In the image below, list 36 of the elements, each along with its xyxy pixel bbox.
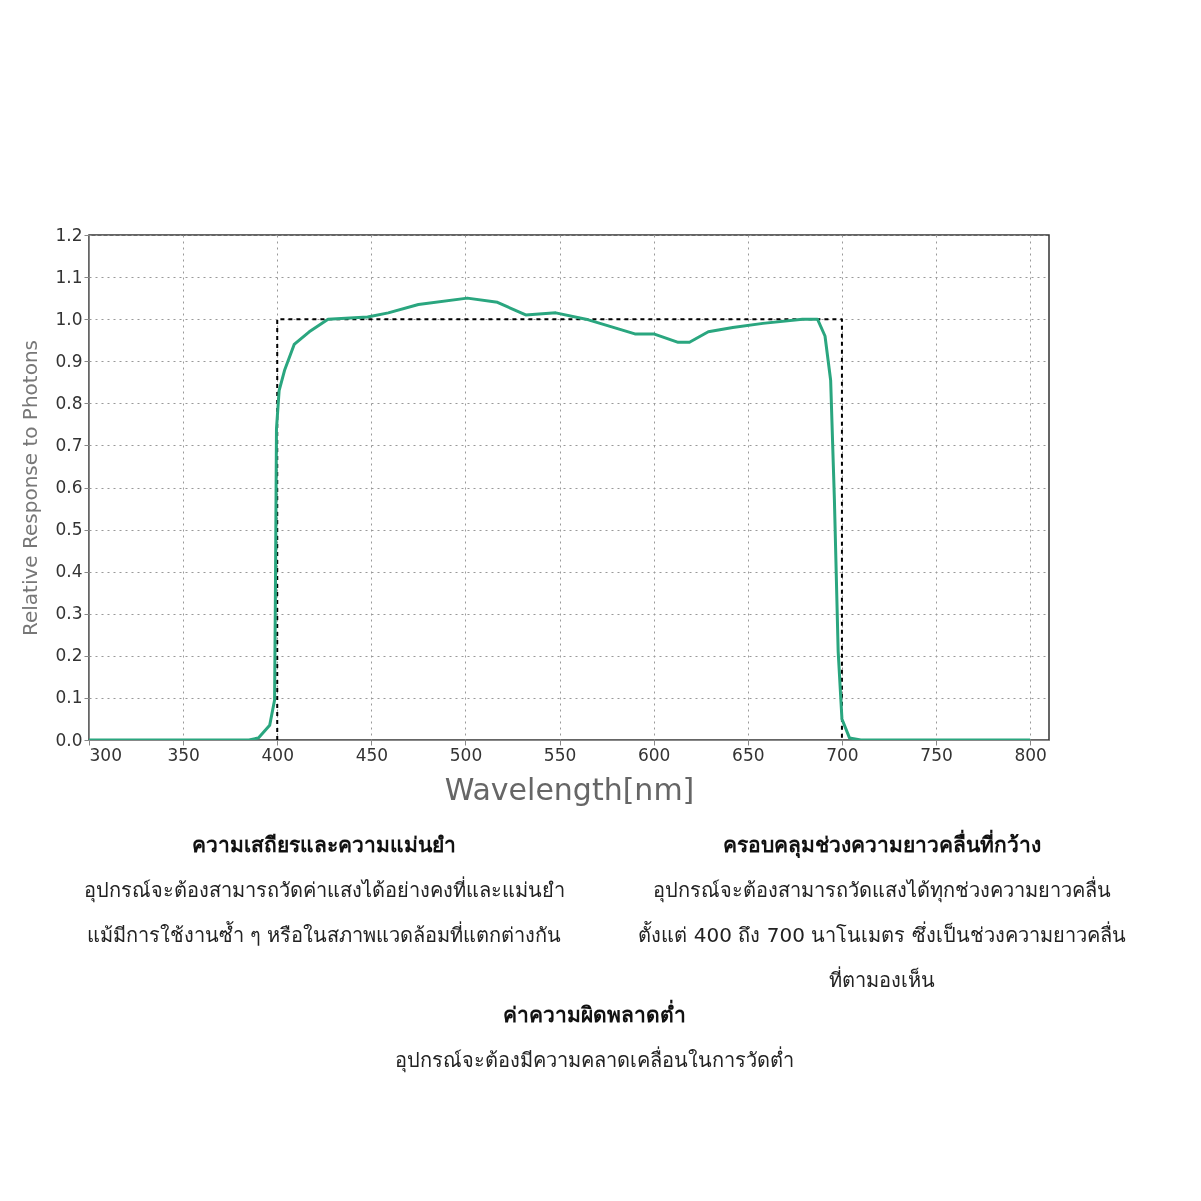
y-tick-label: 0.5 — [55, 519, 83, 540]
y-tick-label: 1.2 — [55, 224, 83, 245]
x-tick-label: 400 — [261, 744, 294, 765]
text: ตั้งแต่ 400 ถึง 700 นาโนเมตร ซึ่งเป็นช่วงความยาวคลื่น — [638, 921, 1126, 947]
text: แม้มีการใช้งานซ้ำ ๆ หรือในสภาพแวดล้อมที่แตกต่างกัน — [86, 921, 562, 947]
y-tick-label: 1.0 — [55, 308, 83, 329]
x-tick-label: 450 — [355, 744, 389, 765]
y-tick-label: 0.7 — [55, 434, 83, 455]
x-tick-label: 300 — [89, 744, 122, 765]
x-tick-label: 650 — [732, 744, 765, 765]
y-axis-title: Relative Response to Photons — [18, 339, 43, 637]
y-tick-label: 0.0 — [55, 729, 83, 750]
line-series — [89, 296, 1032, 740]
y-tick-label: 0.3 — [55, 603, 83, 624]
x-tick-label: 500 — [449, 744, 483, 765]
x-tick-label: 700 — [826, 744, 859, 765]
y-tick-label: 0.9 — [55, 350, 83, 371]
text: อุปกรณ์จะต้องสามารถวัดแสงได้ทุกช่วงความยาวคลื่น — [653, 876, 1111, 903]
y-tick-label: 0.8 — [55, 392, 83, 413]
x-axis-title: Wavelength[nm] — [444, 771, 695, 807]
y-tick-label: 0.2 — [55, 645, 83, 666]
x-tick-label: 350 — [167, 744, 200, 765]
x-tick-label: 750 — [920, 744, 953, 765]
y-tick-label: 0.1 — [55, 687, 83, 708]
y-tick-label: 1.1 — [55, 266, 83, 287]
y-tick-label: 0.4 — [55, 561, 83, 582]
text: อุปกรณ์จะต้องมีความคลาดเคลื่อนในการวัดต่ำ — [394, 1046, 794, 1073]
text: ค่าความผิดพลาดต่ำ — [502, 999, 686, 1027]
text: ความเสถียรและความแม่นยำ — [192, 833, 456, 857]
x-tick-label: 550 — [543, 744, 577, 765]
text: ครอบคลุมช่วงความยาวคลื่นที่กว้าง — [723, 829, 1041, 859]
x-tick-label: 800 — [1014, 744, 1047, 765]
x-tick-label: 600 — [637, 744, 671, 765]
text: อุปกรณ์จะต้องสามารถวัดค่าแสงได้อย่างคงที่และแม่นยำ — [83, 876, 565, 903]
text: ที่ตามองเห็น — [829, 966, 935, 992]
y-tick-label: 0.6 — [55, 477, 83, 497]
